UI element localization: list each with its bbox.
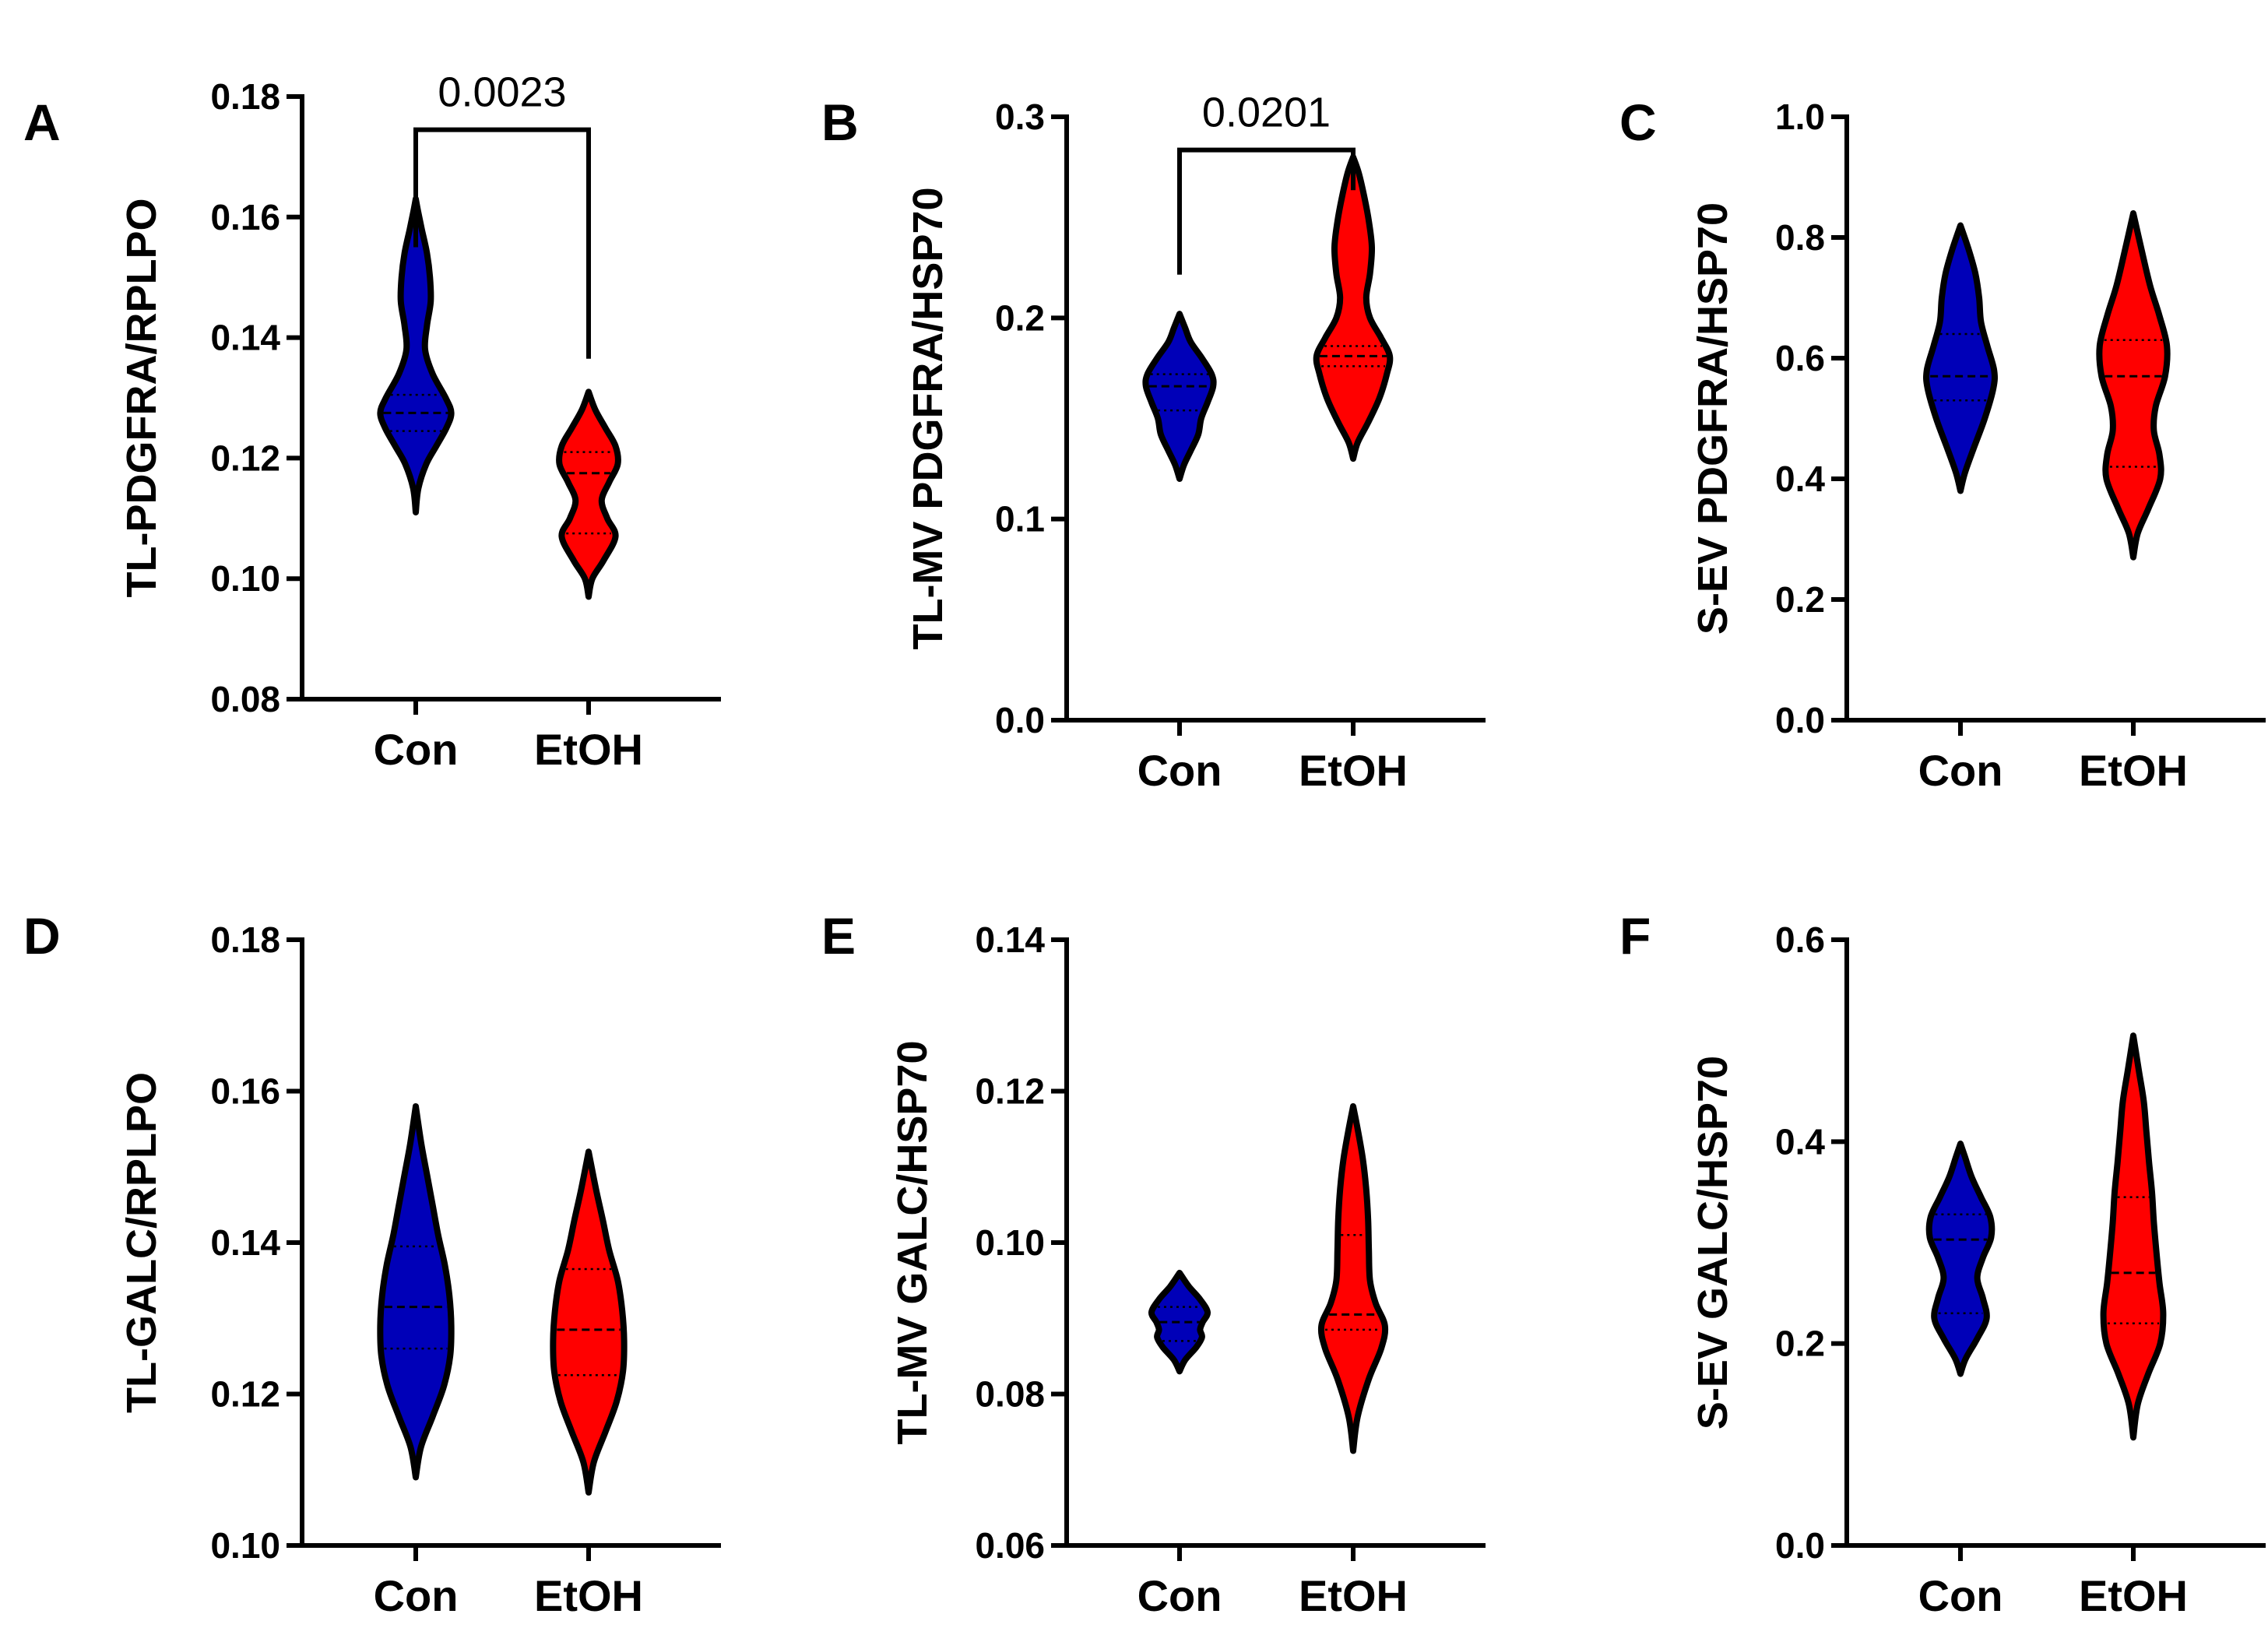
violin-con bbox=[1925, 1140, 1995, 1377]
p-value-label: 0.0201 bbox=[1202, 90, 1331, 136]
y-tick-label: 0.06 bbox=[975, 1525, 1045, 1566]
x-category-label: Con bbox=[374, 1571, 459, 1620]
violin-con bbox=[1142, 311, 1217, 482]
y-axis-label: TL-PDGFRA/RPLPO bbox=[118, 199, 165, 598]
y-tick-label: 0.3 bbox=[995, 97, 1045, 137]
violin-etoh bbox=[556, 389, 621, 600]
x-category-label: EtOH bbox=[1299, 1571, 1408, 1620]
violin-con bbox=[1923, 222, 1998, 494]
y-tick-label: 0.08 bbox=[975, 1374, 1045, 1415]
violin-body bbox=[550, 1148, 628, 1496]
y-axis-label: TL-GALC/RPLPO bbox=[118, 1072, 165, 1413]
y-tick-label: 0.10 bbox=[210, 558, 280, 599]
y-tick-label: 0.10 bbox=[975, 1222, 1045, 1263]
x-category-label: Con bbox=[1138, 746, 1222, 795]
violin-etoh bbox=[1317, 1102, 1389, 1454]
violin-body bbox=[1317, 1102, 1389, 1454]
panel-letter: A bbox=[23, 93, 61, 151]
panel-f: F S-EV GALC/HSP70 0.0 0.2 0.4 0.6 Con EtOH bbox=[1619, 907, 2266, 1620]
y-tick-label: 0.0 bbox=[1775, 1525, 1825, 1566]
y-tick-label: 1.0 bbox=[1775, 97, 1825, 137]
x-category-label: EtOH bbox=[534, 725, 643, 774]
p-value-label: 0.0023 bbox=[438, 69, 566, 116]
violin-body bbox=[2100, 1032, 2167, 1441]
violin-body bbox=[1923, 222, 1998, 494]
violin-etoh bbox=[2100, 1032, 2167, 1441]
significance-bracket bbox=[413, 127, 591, 359]
x-category-label: EtOH bbox=[2079, 746, 2188, 795]
panel-letter: C bbox=[1619, 93, 1657, 151]
panel-c: C S-EV PDGFRA/HSP70 0.0 0.2 0.4 0.6 0.8 1.0 Con E… bbox=[1619, 93, 2266, 795]
y-tick-label: 0.18 bbox=[210, 76, 280, 117]
violin-body bbox=[1925, 1140, 1995, 1377]
panel-letter: D bbox=[23, 907, 61, 965]
violin-body bbox=[377, 1102, 455, 1481]
panel-d: D TL-GALC/RPLPO 0.10 0.12 0.14 0.16 0.18 Con EtO… bbox=[23, 907, 721, 1620]
violin-body bbox=[1142, 311, 1217, 482]
y-tick-label: 0.2 bbox=[1775, 1324, 1825, 1364]
violin-body bbox=[2096, 210, 2171, 561]
panel-b: B TL-MV PDGFRA/HSP70 0.0 0.1 0.2 0.3 Con EtOH 0.… bbox=[821, 90, 1486, 795]
panel-e: E TL-MV GALC/HSP70 0.06 0.08 0.10 0.12 0.14 Con… bbox=[821, 907, 1486, 1620]
y-axis-label: S-EV PDGFRA/HSP70 bbox=[1690, 202, 1736, 635]
panel-letter: F bbox=[1619, 907, 1651, 965]
violin-con bbox=[377, 1102, 455, 1481]
violin-etoh bbox=[550, 1148, 628, 1496]
panel-a: A TL-PDGFRA/RPLPO 0.08 0.10 0.12 0.14 0.16 0.18… bbox=[23, 69, 721, 774]
y-tick-label: 0.4 bbox=[1775, 1121, 1825, 1162]
y-tick-label: 0.16 bbox=[210, 197, 280, 237]
y-tick-label: 0.08 bbox=[210, 679, 280, 719]
panel-letter: B bbox=[821, 93, 859, 151]
x-category-label: EtOH bbox=[534, 1571, 643, 1620]
x-category-label: Con bbox=[1918, 1571, 2003, 1620]
y-tick-label: 0.4 bbox=[1775, 459, 1825, 499]
violin-body bbox=[1313, 153, 1394, 462]
y-tick-label: 0.14 bbox=[210, 318, 280, 358]
y-tick-label: 0.10 bbox=[210, 1525, 280, 1566]
violin-con bbox=[1148, 1269, 1211, 1375]
y-tick-label: 0.2 bbox=[995, 297, 1045, 338]
y-tick-label: 0.12 bbox=[210, 1374, 280, 1415]
y-axis-label: TL-MV PDGFRA/HSP70 bbox=[905, 187, 951, 649]
panel-letter: E bbox=[821, 907, 856, 965]
y-tick-label: 0.16 bbox=[210, 1071, 280, 1112]
x-category-label: Con bbox=[374, 725, 459, 774]
x-category-label: EtOH bbox=[1299, 746, 1408, 795]
y-tick-label: 0.0 bbox=[1775, 700, 1825, 740]
y-tick-label: 0.12 bbox=[210, 438, 280, 478]
y-axis-label: S-EV GALC/HSP70 bbox=[1690, 1056, 1736, 1429]
violin-etoh bbox=[2096, 210, 2171, 561]
x-category-label: Con bbox=[1918, 746, 2003, 795]
y-tick-label: 0.0 bbox=[995, 700, 1045, 740]
y-tick-label: 0.1 bbox=[995, 499, 1045, 540]
y-tick-label: 0.8 bbox=[1775, 217, 1825, 258]
x-category-label: Con bbox=[1138, 1571, 1222, 1620]
y-tick-label: 0.14 bbox=[975, 919, 1045, 960]
y-tick-label: 0.14 bbox=[210, 1222, 280, 1263]
y-tick-label: 0.2 bbox=[1775, 579, 1825, 620]
y-tick-label: 0.6 bbox=[1775, 338, 1825, 378]
violin-etoh bbox=[1313, 153, 1394, 462]
significance-bracket bbox=[1177, 147, 1356, 275]
x-category-label: EtOH bbox=[2079, 1571, 2188, 1620]
violin-body bbox=[556, 389, 621, 600]
y-tick-label: 0.12 bbox=[975, 1071, 1045, 1112]
y-tick-label: 0.18 bbox=[210, 919, 280, 960]
y-axis-label: TL-MV GALC/HSP70 bbox=[889, 1040, 936, 1444]
y-tick-label: 0.6 bbox=[1775, 919, 1825, 960]
